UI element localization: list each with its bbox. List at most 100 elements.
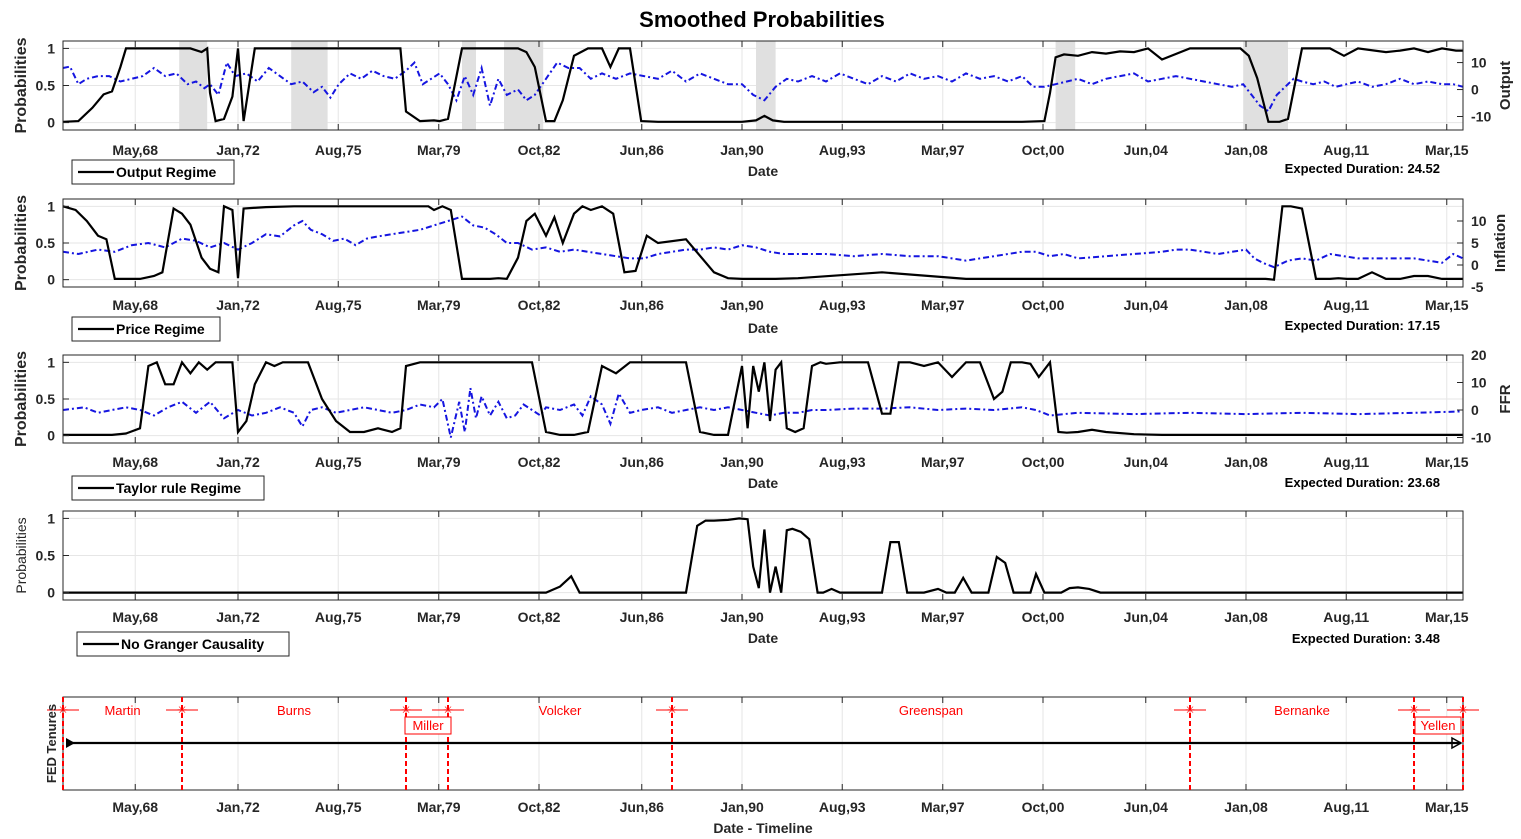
taylor-panel-x-ticks: May,68 Jan,72 Aug,75 Mar,79 Oct,82 Jun,86 Jan,… xyxy=(112,355,1469,470)
taylor-rule-regime-panel: May,68 Jan,72 Aug,75 Mar,79 Oct,82 Jun,86 Jan,… xyxy=(13,347,1514,501)
x-tick-label: Jun,86 xyxy=(620,454,665,470)
x-tick-label: Mar,79 xyxy=(417,799,461,815)
y2-tick-label: 0 xyxy=(1471,402,1479,418)
y-tick-label: 1 xyxy=(47,198,55,214)
x-tick-label: Aug,75 xyxy=(315,454,362,470)
y-tick-label: 0.5 xyxy=(36,391,56,407)
granger-expected-duration: Expected Duration: 3.48 xyxy=(1292,631,1440,646)
x-tick-label: Mar,97 xyxy=(921,609,965,625)
x-tick-label: Jun,04 xyxy=(1124,799,1169,815)
timeline-x-label: Date - Timeline xyxy=(713,820,813,836)
recession-shade xyxy=(179,41,208,130)
x-tick-label: Oct,82 xyxy=(518,454,561,470)
x-tick-label: Oct,00 xyxy=(1022,454,1065,470)
x-tick-label: Oct,82 xyxy=(518,799,561,815)
taylor-legend-label: Taylor rule Regime xyxy=(116,480,241,496)
x-tick-label: Aug,11 xyxy=(1323,454,1369,470)
y-tick-label: 0 xyxy=(47,272,55,288)
tenure-name-label: Miller xyxy=(412,718,444,733)
price-panel-y-ticks: 00.51 xyxy=(36,198,69,288)
taylor-panel-right-y-label: FFR xyxy=(1497,384,1514,413)
figure-title: Smoothed Probabilities xyxy=(639,7,885,32)
x-tick-label: Aug,11 xyxy=(1323,142,1369,158)
granger-panel-y-ticks: 00.51 xyxy=(36,510,69,601)
x-tick-label: Jan,08 xyxy=(1224,297,1268,313)
x-tick-label: Aug,11 xyxy=(1323,799,1369,815)
tenure-name-label: Burns xyxy=(277,703,311,718)
x-tick-label: Oct,00 xyxy=(1022,142,1065,158)
output-panel-right-y-ticks: -10 0 10 xyxy=(1457,55,1491,125)
x-tick-label: Mar,15 xyxy=(1425,142,1469,158)
tenure-marker-star: ✳ xyxy=(1185,703,1195,717)
price-panel-x-label: Date xyxy=(748,320,779,336)
tenure-name-label: Greenspan xyxy=(899,703,963,718)
x-tick-label: Mar,97 xyxy=(921,454,965,470)
tenure-name-box xyxy=(404,716,452,735)
y-tick-label: 1 xyxy=(47,40,55,56)
x-tick-label: Jan,72 xyxy=(216,297,260,313)
y-tick-label: 0 xyxy=(47,115,55,131)
x-tick-label: Mar,79 xyxy=(417,297,461,313)
timeline-y-label: FED Tenures xyxy=(44,704,59,783)
x-tick-label: May,68 xyxy=(112,454,158,470)
price-panel-right-y-ticks: -5 0 5 10 xyxy=(1457,213,1487,295)
taylor-expected-duration: Expected Duration: 23.68 xyxy=(1285,475,1440,490)
x-tick-label: May,68 xyxy=(112,609,158,625)
y-tick-label: 0.5 xyxy=(36,548,56,564)
y-tick-label: 1 xyxy=(47,354,55,370)
price-panel-y-label: Probabilities xyxy=(13,195,30,291)
timeline-end-arrow xyxy=(1451,736,1463,750)
tenure-marker-star: ✳ xyxy=(667,703,677,717)
x-tick-label: Aug,93 xyxy=(819,609,866,625)
price-expected-duration: Expected Duration: 17.15 xyxy=(1285,318,1440,333)
taylor-regime-legend: Taylor rule Regime xyxy=(71,475,265,501)
timeline-start-arrow xyxy=(66,738,75,748)
y-tick-label: 0.5 xyxy=(36,235,56,251)
x-tick-label: Aug,93 xyxy=(819,297,866,313)
tenure-name-label: Volcker xyxy=(539,703,582,718)
x-tick-label: Jan,72 xyxy=(216,454,260,470)
tenure-name-label: Yellen xyxy=(1421,718,1456,733)
y-tick-label: 0 xyxy=(47,585,55,601)
timeline-frame xyxy=(62,696,1464,791)
x-tick-label: Aug,75 xyxy=(315,609,362,625)
x-tick-label: Aug,75 xyxy=(315,799,362,815)
tenure-marker-star: ✳ xyxy=(58,703,68,717)
y2-tick-label: -5 xyxy=(1471,279,1484,295)
output-panel-y-ticks: 00.51 xyxy=(36,40,69,131)
y-tick-label: 0.5 xyxy=(36,78,56,94)
x-tick-label: Mar,97 xyxy=(921,297,965,313)
x-tick-label: Jun,04 xyxy=(1124,297,1169,313)
output-expected-duration: Expected Duration: 24.52 xyxy=(1285,161,1440,176)
x-tick-label: Jun,86 xyxy=(620,609,665,625)
granger-panel-y-label: Probabilities xyxy=(13,517,29,593)
x-tick-label: Oct,00 xyxy=(1022,297,1065,313)
x-tick-label: Aug,75 xyxy=(315,142,362,158)
price-legend-label: Price Regime xyxy=(116,321,205,337)
x-tick-label: Mar,15 xyxy=(1425,609,1469,625)
x-tick-label: Aug,93 xyxy=(819,454,866,470)
output-panel-x-label: Date xyxy=(748,163,779,179)
y2-tick-label: -10 xyxy=(1471,430,1491,446)
x-tick-label: Mar,15 xyxy=(1425,454,1469,470)
x-tick-label: Jun,04 xyxy=(1124,609,1169,625)
x-tick-label: Jan,08 xyxy=(1224,799,1268,815)
x-tick-label: Aug,93 xyxy=(819,799,866,815)
output-regime-probability-line xyxy=(62,46,1463,123)
tenure-name-box xyxy=(1414,716,1462,735)
y2-tick-label: 10 xyxy=(1471,213,1487,229)
x-tick-label: Jan,90 xyxy=(720,297,764,313)
tenure-marker-star: ✳ xyxy=(443,703,453,717)
tenure-marker-star: ✳ xyxy=(1409,703,1419,717)
output-panel-y-label: Probabilities xyxy=(13,37,30,133)
price-regime-panel: May,68 Jan,72 Aug,75 Mar,79 Oct,82 Jun,86 Jan,… xyxy=(13,195,1509,342)
recession-shade xyxy=(504,41,544,130)
x-tick-label: Jun,86 xyxy=(620,297,665,313)
y-tick-label: 0 xyxy=(47,428,55,444)
y2-tick-label: 10 xyxy=(1471,55,1487,71)
tenure-marker-star: ✳ xyxy=(177,703,187,717)
x-tick-label: Oct,82 xyxy=(518,609,561,625)
inflation-indicator-line xyxy=(62,215,1464,269)
